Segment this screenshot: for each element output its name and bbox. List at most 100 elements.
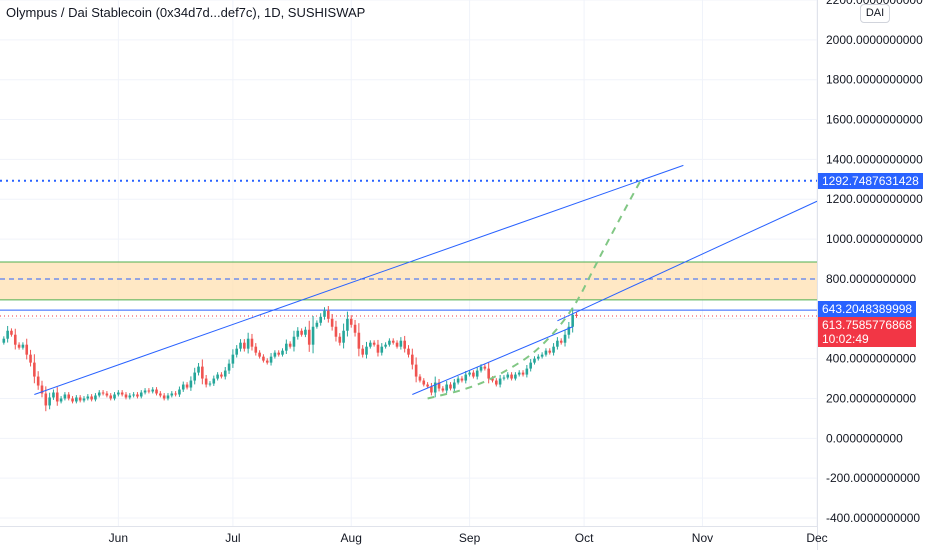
candle-body xyxy=(136,394,139,397)
candle-body xyxy=(185,384,189,388)
y-axis[interactable]: -400.0000000000 -200.0000000000 0.00000000… xyxy=(817,0,924,550)
candle-body xyxy=(418,376,422,381)
candle-body xyxy=(407,348,410,355)
candle-body xyxy=(311,326,315,345)
candle-body xyxy=(97,392,101,396)
candle-body xyxy=(181,384,185,390)
candle-body xyxy=(243,342,246,349)
candle-body xyxy=(67,394,71,399)
trendline-2 xyxy=(412,326,573,395)
candle-body xyxy=(365,346,368,355)
x-axis[interactable]: Jun Jul Aug Sep Oct Nov Dec xyxy=(0,526,828,546)
candle-body xyxy=(540,354,544,357)
candle-body xyxy=(151,389,155,392)
candle-body xyxy=(361,348,364,355)
y-tick-label: 2000.0000000000 xyxy=(826,33,923,47)
candle-body xyxy=(468,372,471,375)
candle-body xyxy=(342,330,345,343)
candle-body xyxy=(563,334,567,343)
candle-body xyxy=(487,368,490,379)
bar-countdown: 10:02:49 xyxy=(822,332,869,347)
candle-body xyxy=(193,372,197,381)
candle-body xyxy=(552,346,555,353)
candle-body xyxy=(479,366,483,371)
candle-body xyxy=(544,350,548,355)
candle-body xyxy=(475,370,479,377)
y-tick-label: 2200.0000000000 xyxy=(826,0,923,7)
last-price-label: 613.7585776868 10:02:49 xyxy=(818,317,917,348)
candle-body xyxy=(82,398,86,401)
candle-body xyxy=(86,396,90,399)
candle-body xyxy=(178,389,181,395)
projection-curve[interactable] xyxy=(427,178,643,400)
candle-body xyxy=(380,346,384,353)
resistance-price-label: 643.2048389998 xyxy=(818,301,917,318)
candle-body xyxy=(357,332,361,349)
y-tick-label: 800.0000000000 xyxy=(826,272,916,286)
candle-body xyxy=(300,330,303,335)
candle-body xyxy=(52,392,55,398)
candle-body xyxy=(491,378,494,381)
candle-body xyxy=(170,393,174,396)
candle-body xyxy=(44,393,48,406)
candle-body xyxy=(395,342,399,347)
candle-body xyxy=(78,397,82,401)
candle-body xyxy=(346,318,349,331)
candle-body xyxy=(430,386,433,393)
candle-body xyxy=(464,374,468,381)
candle-body xyxy=(6,330,9,339)
candle-body xyxy=(120,392,124,395)
candle-body xyxy=(33,362,36,377)
y-tick-label: 1000.0000000000 xyxy=(826,232,923,246)
y-tick-label: 200.0000000000 xyxy=(826,391,916,405)
candle-body xyxy=(63,394,67,399)
candle-body xyxy=(323,310,326,317)
candle-body xyxy=(10,330,13,335)
candle-body xyxy=(571,314,574,327)
candle-body xyxy=(208,383,212,385)
trendlines[interactable] xyxy=(34,164,818,395)
candle-body xyxy=(529,362,532,369)
candle-body xyxy=(36,376,40,386)
candle-body xyxy=(327,310,330,319)
target-price-label: 1292.7487631428 xyxy=(818,172,923,189)
candle-body xyxy=(21,344,25,348)
candle-body xyxy=(445,384,448,391)
candle-body xyxy=(514,374,517,379)
candle-body xyxy=(220,374,223,377)
candle-body xyxy=(101,392,105,394)
candle-body xyxy=(567,326,571,335)
y-tick-label: 400.0000000000 xyxy=(826,352,916,366)
candle-body xyxy=(124,394,128,398)
candle-body xyxy=(399,340,403,347)
candle-body xyxy=(483,366,487,369)
candle-body xyxy=(296,330,300,337)
trendline-3 xyxy=(557,200,818,322)
candle-body xyxy=(239,342,242,349)
candle-body xyxy=(258,352,261,357)
candle-body xyxy=(2,338,6,343)
x-tick-label: Sep xyxy=(459,531,481,545)
candle-body xyxy=(456,378,460,383)
y-tick-label: -400.0000000000 xyxy=(826,511,920,525)
candle-body xyxy=(227,363,231,371)
candle-body xyxy=(510,374,513,379)
candle-body xyxy=(315,322,319,327)
candle-body xyxy=(521,372,525,375)
candle-body xyxy=(254,346,258,353)
x-tick-label: Oct xyxy=(575,531,594,545)
candle-body xyxy=(391,340,395,343)
candle-body xyxy=(517,372,521,375)
candle-body xyxy=(262,356,265,361)
candle-body xyxy=(277,352,280,355)
x-tick-label: Dec xyxy=(806,531,827,545)
candle-body xyxy=(384,344,387,347)
candle-body xyxy=(109,395,113,399)
currency-unit-badge[interactable]: DAI xyxy=(860,4,890,23)
candle-body xyxy=(498,378,502,385)
candle-body xyxy=(204,378,208,385)
candle-body xyxy=(105,393,109,396)
candle-body xyxy=(223,370,227,377)
candle-body xyxy=(71,398,74,402)
